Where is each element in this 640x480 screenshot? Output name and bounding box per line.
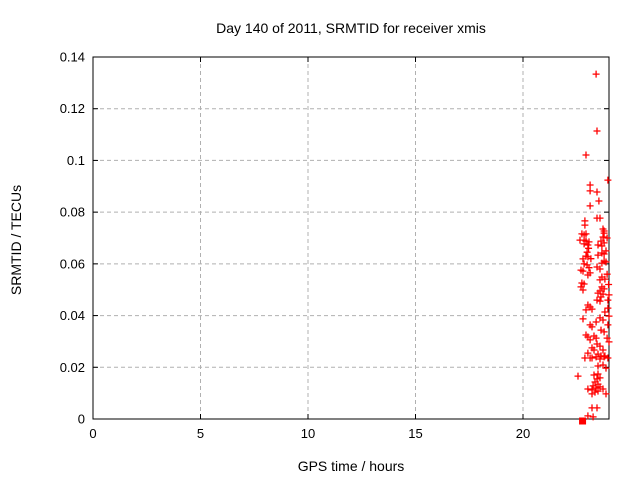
data-point-square — [579, 417, 587, 425]
y-tick-label: 0.02 — [60, 360, 85, 375]
x-axis-label: GPS time / hours — [297, 458, 405, 474]
y-tick-label: 0.12 — [60, 101, 85, 116]
y-tick-label: 0.08 — [60, 205, 85, 220]
chart-title: Day 140 of 2011, SRMTID for receiver xmi… — [216, 20, 486, 36]
x-tick-label: 15 — [408, 426, 422, 441]
y-tick-label: 0.06 — [60, 256, 85, 271]
y-tick-label: 0.14 — [60, 50, 85, 65]
x-tick-label: 20 — [516, 426, 530, 441]
data-points-plus — [574, 70, 613, 421]
x-tick-label: 10 — [301, 426, 315, 441]
y-tick-label: 0.1 — [67, 153, 85, 168]
y-tick-label: 0 — [78, 412, 85, 427]
x-tick-label: 5 — [197, 426, 204, 441]
plot-border — [92, 56, 610, 420]
y-tick-label: 0.04 — [60, 308, 85, 323]
x-tick-label: 0 — [89, 426, 96, 441]
